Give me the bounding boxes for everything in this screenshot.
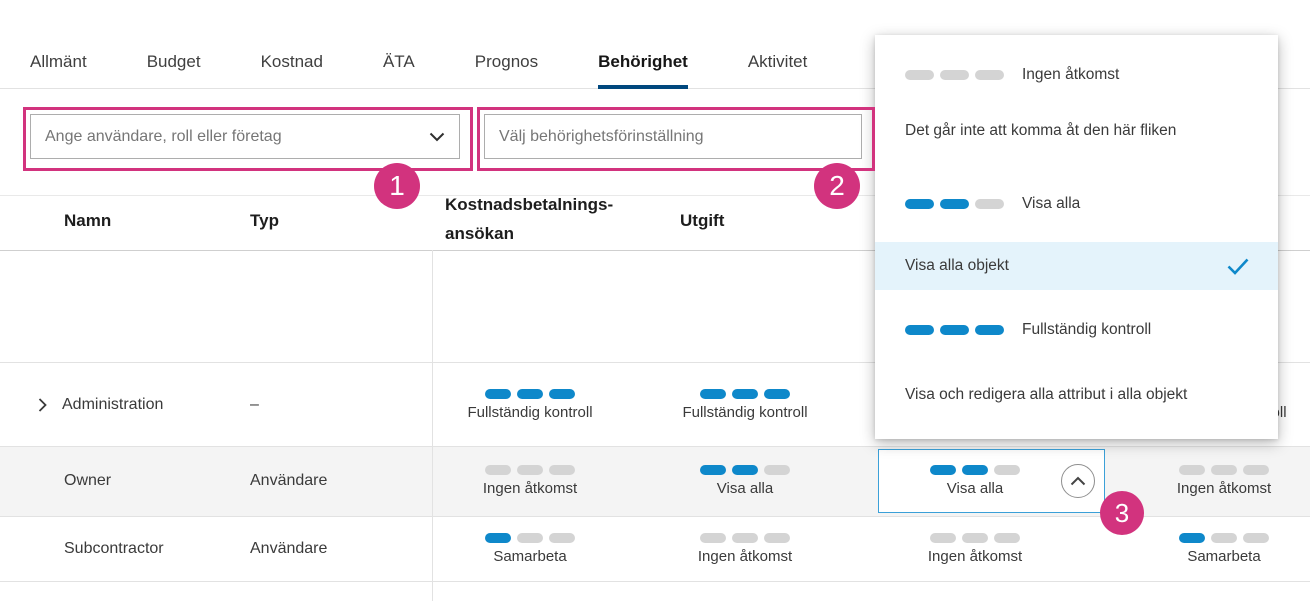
annotation-step-2-badge: 2 bbox=[814, 163, 860, 209]
user-filter-combobox[interactable] bbox=[30, 114, 460, 159]
tab-budget[interactable]: Budget bbox=[146, 52, 201, 71]
user-filter-input[interactable] bbox=[45, 127, 419, 146]
dropdown-option-label: Ingen åtkomst bbox=[1022, 66, 1120, 83]
dropdown-description-label: Det går inte att komma åt den här fliken bbox=[905, 122, 1177, 139]
dropdown-option-label: Visa alla bbox=[1022, 195, 1081, 212]
column-header-typ: Typ bbox=[250, 211, 279, 230]
permission-cell[interactable]: Ingen åtkomst bbox=[875, 532, 1075, 565]
tab-aktivitet[interactable]: Aktivitet bbox=[747, 52, 808, 71]
dropdown-option-visa-alla[interactable]: Visa alla bbox=[875, 180, 1278, 228]
row-separator bbox=[0, 362, 1310, 363]
permission-level-bars bbox=[930, 532, 1020, 543]
tab-kostnad[interactable]: Kostnad bbox=[260, 52, 323, 71]
annotation-step-3-badge: 3 bbox=[1100, 491, 1144, 535]
tab-prognos[interactable]: Prognos bbox=[474, 52, 539, 71]
table-header-border bbox=[0, 250, 1310, 251]
table-row-owner[interactable]: Owner Användare Ingen åtkomst Visa alla … bbox=[0, 446, 1310, 516]
permission-cell[interactable]: Ingen åtkomst bbox=[1124, 465, 1310, 497]
chevron-down-icon[interactable] bbox=[429, 132, 445, 142]
dropdown-option-label: Visa alla objekt bbox=[905, 257, 1009, 274]
permission-level-bars bbox=[485, 465, 575, 475]
permission-level-bars bbox=[485, 532, 575, 543]
column-header-line1: Kostnadsbetalnings- bbox=[445, 195, 614, 214]
table-row-subcontractor[interactable]: Subcontractor Användare Samarbeta Ingen … bbox=[0, 516, 1310, 581]
column-header-namn: Namn bbox=[64, 211, 112, 230]
permission-label: Ingen åtkomst bbox=[482, 480, 578, 497]
permission-label: Visa alla bbox=[946, 480, 1004, 497]
table-top-border bbox=[0, 195, 1310, 196]
permission-cell[interactable]: Samarbeta bbox=[430, 532, 630, 565]
permission-level-bars bbox=[700, 465, 790, 475]
tab-bar: Allmänt Budget Kostnad ÄTA Prognos Behör… bbox=[30, 52, 807, 89]
permission-level-bars bbox=[905, 70, 1004, 80]
checkmark-icon bbox=[1226, 257, 1250, 276]
row-separator bbox=[0, 581, 1310, 582]
permission-cell[interactable]: Fullständig kontroll bbox=[645, 388, 845, 421]
dropdown-option-visa-alla-objekt-selected[interactable]: Visa alla objekt bbox=[875, 242, 1278, 290]
row-name: Owner bbox=[64, 472, 112, 489]
permission-label: Ingen åtkomst bbox=[1176, 480, 1272, 497]
permission-label: Visa alla bbox=[716, 480, 774, 497]
collapse-permission-dropdown-button[interactable] bbox=[1061, 464, 1095, 498]
column-divider bbox=[432, 250, 433, 601]
annotation-step-1-badge: 1 bbox=[374, 163, 420, 209]
dropdown-option-ingen-atkomst[interactable]: Ingen åtkomst bbox=[875, 51, 1278, 99]
permission-level-bars bbox=[1179, 465, 1269, 475]
expand-chevron-icon[interactable] bbox=[38, 397, 47, 412]
permission-label: Ingen åtkomst bbox=[927, 547, 1023, 565]
permission-cell[interactable]: Samarbeta bbox=[1124, 532, 1310, 565]
chevron-up-icon bbox=[1070, 476, 1086, 486]
row-separator bbox=[0, 516, 1310, 517]
dropdown-option-label: Fullständig kontroll bbox=[1022, 321, 1152, 338]
preset-filter-combobox[interactable] bbox=[484, 114, 862, 159]
row-type: Användare bbox=[250, 539, 328, 557]
permission-cell[interactable]: Ingen åtkomst bbox=[430, 465, 630, 497]
tab-ata[interactable]: ÄTA bbox=[382, 52, 415, 71]
column-header-utgift: Utgift bbox=[680, 211, 725, 230]
dropdown-description-ingen-atkomst[interactable]: Det går inte att komma åt den här fliken bbox=[875, 107, 1278, 155]
row-separator bbox=[0, 446, 1310, 447]
dropdown-description-fullstandig-kontroll[interactable]: Visa och redigera alla attribut i alla o… bbox=[875, 371, 1278, 419]
permission-level-bars bbox=[485, 388, 575, 399]
row-name: Subcontractor bbox=[64, 539, 164, 557]
permission-dropdown-menu: Ingen åtkomst Det går inte att komma åt … bbox=[875, 35, 1278, 439]
permission-label: Samarbeta bbox=[1187, 547, 1261, 565]
permission-cell[interactable]: Visa alla bbox=[645, 465, 845, 497]
permission-cell[interactable]: Fullständig kontroll bbox=[430, 388, 630, 421]
permission-level-bars bbox=[905, 325, 1004, 335]
permission-label: Fullständig kontroll bbox=[682, 403, 808, 421]
permission-level-bars bbox=[905, 199, 1004, 209]
row-type: Användare bbox=[250, 472, 328, 489]
permission-label: Ingen åtkomst bbox=[697, 547, 793, 565]
permission-level-bars bbox=[1179, 532, 1269, 543]
permission-cell[interactable]: Ingen åtkomst bbox=[645, 532, 845, 565]
selected-permission-cell[interactable]: Visa alla bbox=[875, 465, 1075, 497]
row-type: – bbox=[250, 395, 259, 413]
preset-filter-input[interactable] bbox=[499, 127, 847, 146]
permission-label: Fullständig kontroll bbox=[467, 403, 593, 421]
row-name: Administration bbox=[62, 395, 164, 413]
tab-behorighet[interactable]: Behörighet bbox=[598, 52, 688, 89]
column-header-kostnadsbetalningsansokan: Kostnadsbetalnings- ansökan bbox=[445, 190, 613, 248]
permission-level-bars bbox=[700, 532, 790, 543]
permission-label: Samarbeta bbox=[493, 547, 567, 565]
permission-level-bars bbox=[700, 388, 790, 399]
dropdown-description-label: Visa och redigera alla attribut i alla o… bbox=[905, 386, 1188, 403]
dropdown-option-fullstandig-kontroll[interactable]: Fullständig kontroll bbox=[875, 306, 1278, 354]
column-header-line2: ansökan bbox=[445, 224, 514, 243]
permission-level-bars bbox=[930, 465, 1020, 475]
tab-allmant[interactable]: Allmänt bbox=[30, 52, 87, 71]
